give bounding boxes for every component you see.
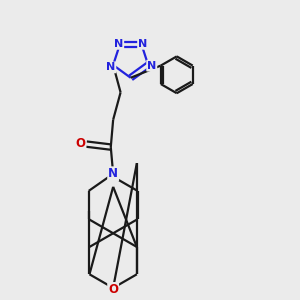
Text: N: N: [108, 167, 118, 180]
Text: N: N: [106, 62, 116, 72]
Text: N: N: [147, 61, 156, 70]
Text: O: O: [76, 137, 85, 150]
Text: O: O: [108, 283, 118, 296]
Text: N: N: [138, 39, 147, 49]
Text: N: N: [114, 39, 123, 49]
